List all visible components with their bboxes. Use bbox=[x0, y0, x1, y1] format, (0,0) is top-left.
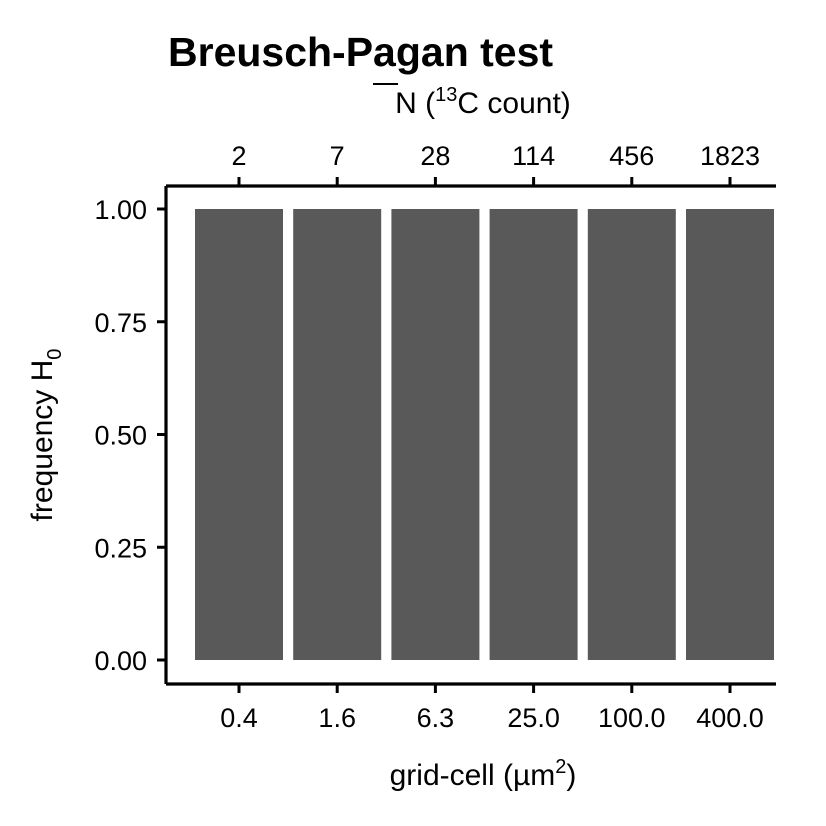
top-axis-title: N (13C count) bbox=[395, 84, 571, 120]
bar-0.4 bbox=[195, 209, 283, 660]
top-tick-label: 456 bbox=[609, 141, 654, 171]
top-axis-title-sup: 13 bbox=[435, 84, 457, 106]
x-axis-title: grid-cell (µm2) bbox=[390, 756, 577, 792]
y-axis-title: frequency H0 bbox=[26, 349, 66, 522]
bars-group bbox=[195, 209, 774, 660]
bar-1.6 bbox=[293, 209, 382, 660]
bar-100.0 bbox=[587, 209, 676, 660]
bar-6.3 bbox=[391, 209, 480, 660]
x-tick-label: 0.4 bbox=[220, 703, 258, 733]
top-tick-label: 1823 bbox=[700, 141, 760, 171]
top-tick-label: 28 bbox=[420, 141, 450, 171]
top-ticks-group: 2 7 28 114 456 1823 bbox=[231, 141, 760, 186]
x-tick-label: 400.0 bbox=[696, 703, 764, 733]
x-tick-label: 6.3 bbox=[417, 703, 455, 733]
top-tick-label: 114 bbox=[512, 141, 555, 171]
y-tick-label: 0.00 bbox=[94, 646, 147, 676]
x-axis-title-sup: 2 bbox=[555, 756, 566, 778]
y-axis-title-sub: 0 bbox=[44, 349, 66, 360]
x-ticks-group: 0.4 1.6 6.3 25.0 100.0 400.0 bbox=[220, 684, 764, 733]
x-tick-label: 100.0 bbox=[598, 703, 666, 733]
y-tick-label: 1.00 bbox=[94, 195, 147, 225]
top-axis-title-rest: C count) bbox=[457, 87, 570, 120]
top-tick-label: 2 bbox=[231, 141, 246, 171]
top-axis-title-open: ( bbox=[417, 87, 435, 120]
x-tick-label: 25.0 bbox=[507, 703, 560, 733]
chart-title: Breusch-Pagan test bbox=[168, 29, 553, 75]
x-axis-title-close: ) bbox=[566, 759, 576, 792]
bar-400.0 bbox=[686, 209, 774, 660]
x-axis-title-main: grid-cell (µm bbox=[390, 759, 556, 792]
y-tick-label: 0.25 bbox=[94, 533, 147, 563]
bar-25.0 bbox=[489, 209, 578, 660]
y-tick-label: 0.50 bbox=[94, 421, 147, 451]
y-tick-label: 0.75 bbox=[94, 308, 147, 338]
top-tick-label: 7 bbox=[330, 141, 345, 171]
x-tick-label: 1.6 bbox=[318, 703, 356, 733]
top-axis-title-main: N bbox=[395, 87, 417, 120]
y-axis-title-main: frequency H bbox=[26, 360, 59, 522]
y-ticks-group: 0.00 0.25 0.50 0.75 1.00 bbox=[94, 195, 166, 676]
